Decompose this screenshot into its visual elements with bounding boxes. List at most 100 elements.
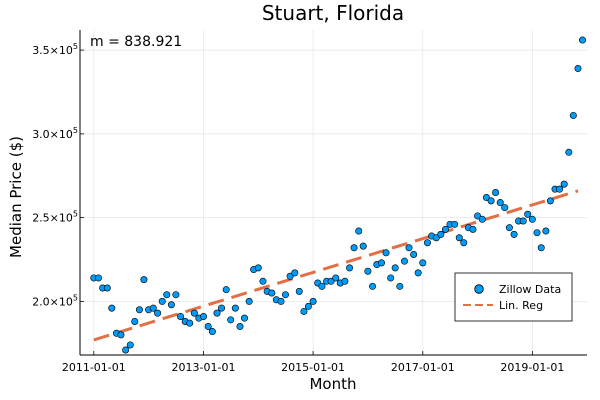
data-point	[524, 210, 532, 218]
data-point	[510, 230, 518, 238]
data-point	[286, 272, 294, 280]
data-point	[218, 304, 226, 312]
data-point	[227, 316, 235, 324]
data-point	[172, 291, 180, 299]
legend-marker-zillow	[474, 284, 484, 294]
data-point	[222, 286, 230, 294]
data-point	[410, 250, 418, 258]
data-point	[537, 244, 545, 252]
data-point	[560, 180, 568, 188]
x-tick-label: 2011-01-01	[62, 361, 126, 374]
data-point	[300, 307, 308, 315]
data-point	[419, 259, 427, 267]
data-point	[327, 277, 335, 285]
data-point	[186, 319, 194, 327]
data-point	[405, 244, 413, 252]
y-tick-label: 3.5×105	[32, 42, 78, 57]
y-ticks: 2.0×105 2.5×105 3.0×105 3.5×105	[32, 42, 84, 308]
data-point	[400, 257, 408, 265]
data-point	[167, 301, 175, 309]
data-point	[460, 239, 468, 247]
data-point	[122, 346, 130, 354]
data-point	[451, 220, 459, 228]
data-point	[469, 225, 477, 233]
data-point	[281, 291, 289, 299]
data-point	[441, 225, 449, 233]
data-point	[492, 189, 500, 197]
data-point	[213, 309, 221, 317]
data-point	[528, 215, 536, 223]
regression-line	[93, 189, 579, 342]
x-axis-label: Month	[309, 375, 356, 393]
data-point	[304, 302, 312, 310]
data-point	[291, 269, 299, 277]
data-point	[378, 259, 386, 267]
data-point	[94, 274, 102, 282]
data-point	[369, 282, 377, 290]
data-point	[240, 314, 248, 322]
data-point	[332, 274, 340, 282]
slope-annotation: m = 838.921	[90, 34, 182, 50]
y-tick-label: 2.0×105	[32, 293, 78, 308]
data-point	[277, 297, 285, 305]
data-point	[414, 269, 422, 277]
data-point	[140, 276, 148, 284]
data-point	[556, 185, 564, 193]
data-point	[519, 217, 527, 225]
y-axis-label: Median Price ($)	[7, 136, 25, 258]
y-tick-label: 2.5×105	[32, 210, 78, 225]
legend-label-linreg: Lin. Reg	[499, 299, 543, 312]
data-point	[231, 304, 239, 312]
data-point	[359, 242, 367, 250]
data-point	[149, 304, 157, 312]
legend-label-zillow: Zillow Data	[499, 283, 561, 296]
x-tick-label: 2017-01-01	[391, 361, 455, 374]
x-ticks: 2011-01-01 2013-01-01 2015-01-01 2017-01-01…	[62, 351, 564, 374]
data-point	[190, 309, 198, 317]
data-point	[387, 274, 395, 282]
data-point	[163, 291, 171, 299]
data-point	[565, 148, 573, 156]
legend-box	[454, 272, 573, 322]
data-point	[236, 323, 244, 331]
data-point	[158, 297, 166, 305]
data-point	[254, 264, 262, 272]
data-point	[355, 227, 363, 235]
data-point	[546, 197, 554, 205]
data-point	[542, 227, 550, 235]
data-point	[478, 215, 486, 223]
x-tick-label: 2013-01-01	[172, 361, 236, 374]
data-point	[350, 244, 358, 252]
data-point	[487, 197, 495, 205]
chart-title: Stuart, Florida	[262, 1, 404, 25]
data-point	[423, 239, 431, 247]
data-point	[455, 234, 463, 242]
data-point	[200, 312, 208, 320]
data-point	[117, 331, 125, 339]
data-point	[103, 284, 111, 292]
data-point	[318, 282, 326, 290]
data-point	[574, 65, 582, 73]
axes	[79, 30, 587, 356]
data-point	[154, 309, 162, 317]
data-point	[578, 36, 586, 44]
data-point	[341, 277, 349, 285]
data-point	[391, 264, 399, 272]
data-point	[496, 199, 504, 207]
data-point	[245, 297, 253, 305]
data-point	[259, 277, 267, 285]
data-point	[135, 306, 143, 314]
scatter-points	[90, 36, 586, 354]
data-point	[346, 264, 354, 272]
data-point	[204, 323, 212, 331]
data-point	[382, 249, 390, 257]
data-point	[474, 212, 482, 220]
x-tick-label: 2019-01-01	[500, 361, 564, 374]
data-point	[295, 287, 303, 295]
data-point	[131, 317, 139, 325]
data-point	[208, 328, 216, 336]
data-point	[126, 341, 134, 349]
data-point	[437, 230, 445, 238]
data-point	[501, 204, 509, 212]
